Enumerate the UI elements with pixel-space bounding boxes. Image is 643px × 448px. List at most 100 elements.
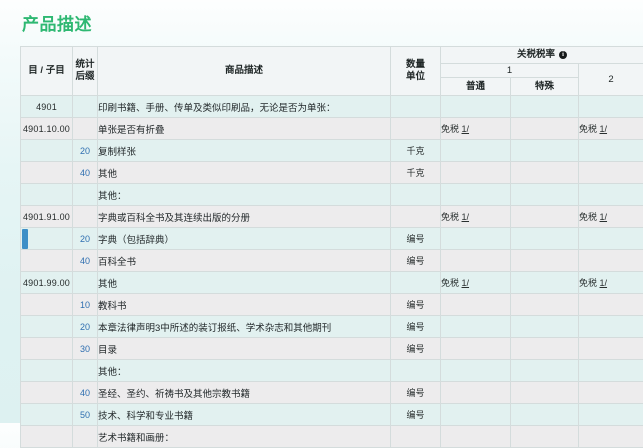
- cell-quantity-unit: [391, 118, 441, 140]
- cell-code: [21, 404, 73, 426]
- cell-rate-column2: [579, 316, 643, 338]
- cell-code: [21, 316, 73, 338]
- cell-rate-special: [511, 382, 579, 404]
- cell-description: 本章法律声明3中所述的装订报纸、学术杂志和其他期刊: [98, 316, 391, 338]
- cell-rate-special: [511, 360, 579, 382]
- cell-code: [21, 338, 73, 360]
- cell-statistical-suffix: [73, 206, 98, 228]
- cell-rate-special: [511, 272, 579, 294]
- cell-statistical-suffix: 20: [73, 140, 98, 162]
- cell-description: 圣经、圣约、祈祷书及其他宗教书籍: [98, 382, 391, 404]
- table-row[interactable]: 其他：: [21, 360, 643, 382]
- cell-statistical-suffix: [73, 360, 98, 382]
- cell-quantity-unit: 千克: [391, 162, 441, 184]
- cell-rate-general: [441, 228, 511, 250]
- footnote-ref[interactable]: 1/: [462, 124, 470, 134]
- cell-code: [21, 426, 73, 448]
- cell-rate-general: [441, 184, 511, 206]
- table-row[interactable]: 其他：: [21, 184, 643, 206]
- cell-statistical-suffix: [73, 426, 98, 448]
- page-root: 产品描述 目 / 子目 统计 后缀 商品描述: [0, 0, 643, 423]
- column-header-duty-rate: 关税税率 i: [441, 47, 643, 64]
- cell-rate-special: [511, 426, 579, 448]
- column-header-quantity-unit: 数量 单位: [391, 47, 441, 96]
- footnote-ref[interactable]: 1/: [600, 124, 608, 134]
- cell-code: [21, 294, 73, 316]
- cell-code: [21, 360, 73, 382]
- cell-rate-special: [511, 294, 579, 316]
- cell-description: 技术、科学和专业书籍: [98, 404, 391, 426]
- cell-statistical-suffix: [73, 118, 98, 140]
- cell-quantity-unit: 编号: [391, 250, 441, 272]
- cell-code: [21, 140, 73, 162]
- footnote-ref[interactable]: 1/: [600, 278, 608, 288]
- column-header-general: 普通: [441, 78, 511, 96]
- info-icon[interactable]: i: [559, 51, 567, 59]
- cell-quantity-unit: 编号: [391, 316, 441, 338]
- footnote-ref[interactable]: 1/: [462, 212, 470, 222]
- cell-code: [21, 382, 73, 404]
- cell-rate-general: 免税 1/: [441, 206, 511, 228]
- cell-rate-column2: 免税 1/: [579, 272, 643, 294]
- tariff-table-container: 目 / 子目 统计 后缀 商品描述 数量 单位 关税税率 i: [20, 46, 643, 448]
- cell-description: 复制样张: [98, 140, 391, 162]
- table-header: 目 / 子目 统计 后缀 商品描述 数量 单位 关税税率 i: [21, 47, 643, 96]
- duty-value: 免税 1/: [579, 124, 607, 134]
- cell-quantity-unit: 编号: [391, 338, 441, 360]
- cell-rate-general: 免税 1/: [441, 118, 511, 140]
- cell-quantity-unit: [391, 360, 441, 382]
- cell-statistical-suffix: [73, 96, 98, 118]
- duty-value: 免税 1/: [441, 278, 469, 288]
- cell-rate-special: [511, 140, 579, 162]
- cell-statistical-suffix: 20: [73, 228, 98, 250]
- cell-rate-column2: [579, 404, 643, 426]
- cell-rate-special: [511, 250, 579, 272]
- cell-description: 目录: [98, 338, 391, 360]
- selected-row-marker: [22, 229, 28, 249]
- cell-statistical-suffix: [73, 184, 98, 206]
- cell-description: 艺术书籍和画册：: [98, 426, 391, 448]
- cell-quantity-unit: [391, 96, 441, 118]
- cell-rate-column2: [579, 250, 643, 272]
- cell-rate-column2: [579, 140, 643, 162]
- cell-rate-general: [441, 338, 511, 360]
- column-header-description: 商品描述: [98, 47, 391, 96]
- cell-rate-column2: [579, 294, 643, 316]
- cell-statistical-suffix: 40: [73, 382, 98, 404]
- tariff-table: 目 / 子目 统计 后缀 商品描述 数量 单位 关税税率 i: [20, 46, 643, 448]
- cell-quantity-unit: 编号: [391, 404, 441, 426]
- cell-rate-column2: [579, 162, 643, 184]
- duty-rate-label-wrap: 关税税率 i: [517, 49, 567, 61]
- cell-statistical-suffix: 20: [73, 316, 98, 338]
- cell-rate-column2: [579, 382, 643, 404]
- suffix-header-line2: 后缀: [75, 71, 94, 82]
- cell-rate-general: [441, 316, 511, 338]
- cell-description: 字典（包括辞典）: [98, 228, 391, 250]
- cell-rate-special: [511, 184, 579, 206]
- footnote-ref[interactable]: 1/: [462, 278, 470, 288]
- cell-rate-general: [441, 360, 511, 382]
- cell-rate-column2: [579, 184, 643, 206]
- footnote-ref[interactable]: 1/: [600, 212, 608, 222]
- table-row[interactable]: 艺术书籍和画册：: [21, 426, 643, 448]
- cell-description: 单张是否有折叠: [98, 118, 391, 140]
- cell-rate-special: [511, 206, 579, 228]
- cell-code: 4901.91.00: [21, 206, 73, 228]
- cell-rate-general: [441, 404, 511, 426]
- cell-rate-general: [441, 162, 511, 184]
- cell-statistical-suffix: 10: [73, 294, 98, 316]
- cell-description: 其他：: [98, 184, 391, 206]
